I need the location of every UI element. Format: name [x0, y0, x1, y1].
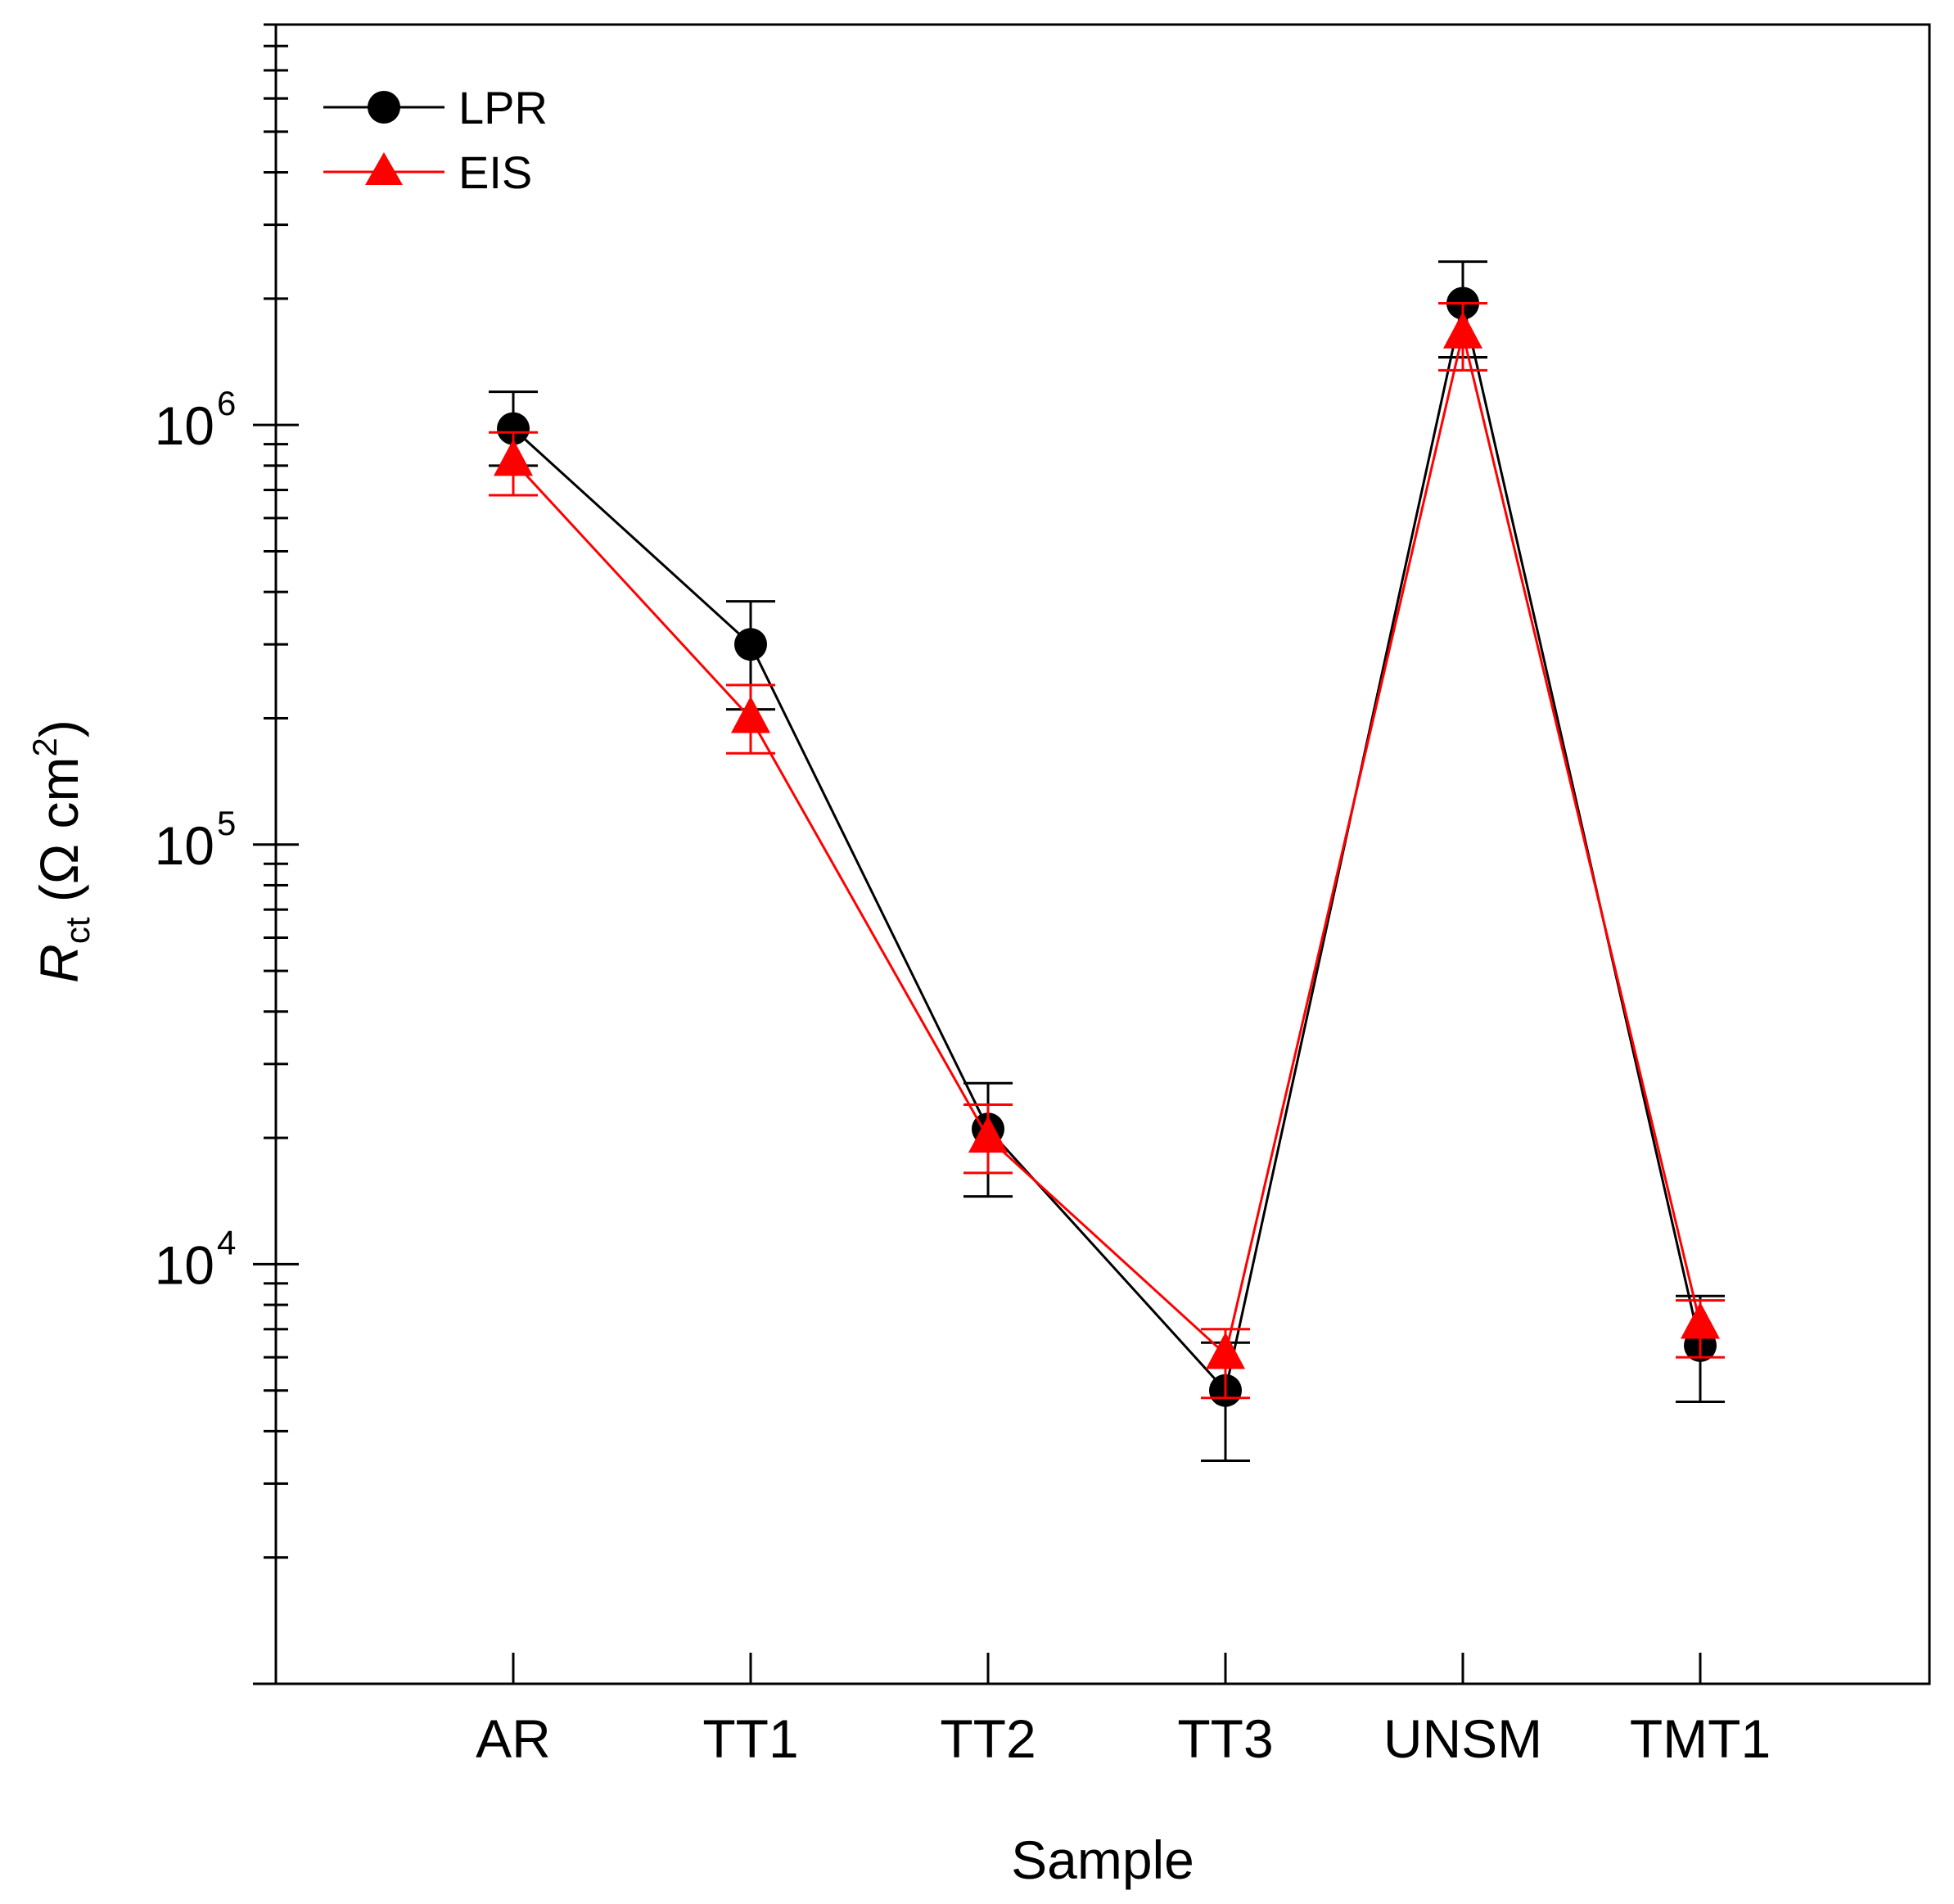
y-axis-title: Rct (Ω cm2) [25, 720, 97, 983]
y-axis-unit-close: ) [29, 720, 89, 738]
x-tick-label: TMT1 [1630, 1708, 1771, 1769]
data-point-lpr [497, 412, 530, 445]
y-tick-exponent: 6 [217, 384, 236, 422]
series-line-eis [512, 333, 1702, 1357]
y-tick-base: 10 [155, 395, 214, 456]
plot-frame [274, 23, 1931, 1685]
y-axis-unit: (Ω cm [29, 757, 89, 918]
y-tick-exponent: 4 [217, 1223, 236, 1261]
series-eis [489, 301, 1725, 1400]
y-tick-base: 10 [155, 1234, 214, 1295]
legend-label-eis: EIS [458, 147, 532, 198]
data-point-eis [1206, 1332, 1245, 1369]
x-tick-label: TT1 [702, 1708, 798, 1769]
series-line-lpr [512, 303, 1702, 1393]
data-point-eis [1443, 311, 1482, 349]
y-axis-subscript: ct [58, 917, 97, 944]
legend: LPR EIS [323, 82, 548, 198]
y-tick-label: 10 [155, 395, 214, 456]
y-tick-label: 10 [155, 1234, 214, 1295]
data-point-lpr [734, 628, 767, 661]
data-point-eis [731, 696, 770, 733]
y-tick-label: 10 [155, 815, 214, 876]
x-axis-title: Sample [1011, 1830, 1194, 1890]
data-point-eis [494, 439, 533, 476]
x-tick-label: AR [476, 1708, 551, 1769]
y-tick-exponent: 5 [217, 804, 236, 842]
legend-label-lpr: LPR [458, 82, 548, 133]
series-lpr [489, 260, 1725, 1463]
x-axis-ticks: AR TT1 TT2 TT3 UNSM TMT1 [476, 1653, 1771, 1769]
data-point-eis [1681, 1302, 1720, 1339]
x-tick-label: TT2 [940, 1708, 1036, 1769]
legend-marker-lpr [368, 91, 400, 124]
y-axis-unit-sup: 2 [25, 738, 64, 756]
y-tick-base: 10 [155, 815, 214, 876]
data-point-eis [968, 1116, 1008, 1153]
y-axis-symbol: R [29, 944, 89, 983]
x-tick-label: UNSM [1383, 1708, 1542, 1769]
series-layer [489, 260, 1725, 1463]
legend-marker-eis [365, 152, 403, 185]
x-tick-label: TT3 [1177, 1708, 1273, 1769]
